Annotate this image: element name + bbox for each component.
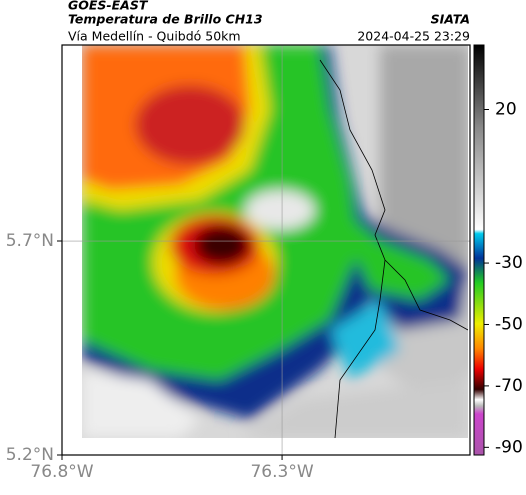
colorbar <box>473 44 485 456</box>
timestamp: 2024-04-25 23:29 <box>357 29 470 44</box>
colorbar-tick-label: -70 <box>495 376 523 396</box>
colorbar-tick-label: -50 <box>495 314 523 334</box>
source: SIATA <box>431 12 470 27</box>
y-tick-label: 5.2°N <box>6 445 54 465</box>
title: GOES-EAST <box>68 0 149 13</box>
x-tick-label: 76.3°W <box>250 462 313 482</box>
imagery <box>82 45 468 438</box>
region: Vía Medellín - Quibdó 50km <box>68 29 241 44</box>
x-tick-label: 76.8°W <box>30 462 93 482</box>
colorbar-tick-label: -30 <box>495 253 523 273</box>
map-frame <box>61 44 471 456</box>
colorbar-tick-label: 20 <box>495 99 517 119</box>
subtitle: Temperatura de Brillo CH13 <box>68 12 263 27</box>
y-tick-label: 5.7°N <box>6 231 54 251</box>
colorbar-tick-label: -90 <box>495 437 523 457</box>
